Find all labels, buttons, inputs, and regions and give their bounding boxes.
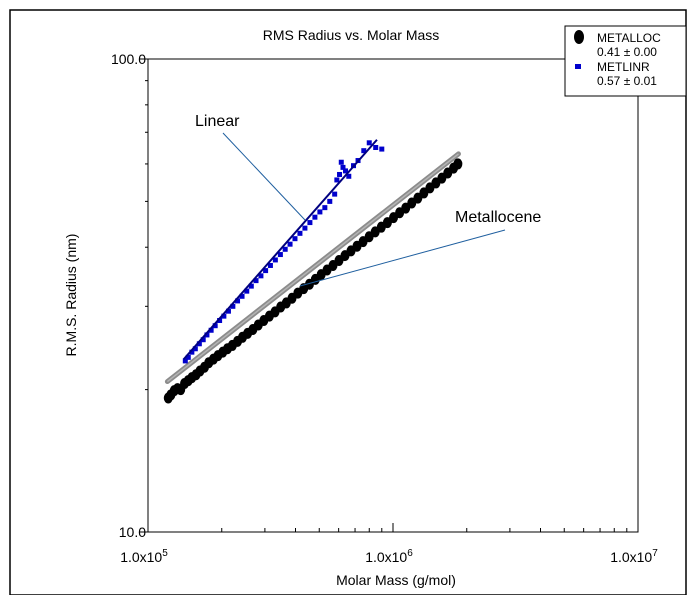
annotation-leader-line [299,229,506,287]
metlinr-point [192,346,198,352]
metlinr-point [337,171,343,177]
metlinr-point [297,230,303,236]
metlinr-point [287,241,293,247]
legend-name-metalloc: METALLOC [597,31,661,45]
metlinr-point [322,205,328,211]
metlinr-point [221,313,227,319]
metlinr-point [244,288,250,294]
fit-line-metalloc [166,153,459,383]
fit-line-metlinr [183,139,378,360]
legend-box [564,25,687,97]
legend-marker-metalloc [574,30,584,44]
metlinr-point [307,220,313,226]
y-axis-ticks: 10.0 100.0 [111,51,148,540]
metlinr-point [200,337,206,343]
y-axis-label: R.M.S. Radius (nm) [63,234,79,357]
metlinr-point [332,191,338,197]
metlinr-point [292,236,298,242]
metalloc-point [453,158,463,170]
metlinr-point [239,293,245,299]
metlinr-point [230,303,236,309]
metlinr-point [346,173,352,179]
metlinr-point [343,168,349,174]
metlinr-point [263,268,269,274]
x-tick-label: 1.0x105 [120,548,168,565]
legend-slope-metalloc: 0.41 ± 0.00 [597,45,657,59]
metlinr-point [379,146,385,152]
x-axis-label: Molar Mass (g/mol) [336,572,456,588]
y-tick-label: 100.0 [111,51,146,67]
metlinr-point [235,298,241,304]
figure-border [9,9,687,596]
annotation-label: Linear [195,113,240,130]
metlinr-point [272,257,278,263]
legend-name-metlinr: METLINR [597,60,650,74]
metlinr-point [208,327,214,333]
legend-slope-metlinr: 0.57 ± 0.01 [597,74,657,88]
metlinr-point [189,349,195,355]
metlinr-point [302,225,308,231]
metlinr-point [282,246,288,252]
y-tick-label: 10.0 [119,524,146,540]
metlinr-point [373,144,379,150]
metlinr-point [204,332,210,338]
metlinr-point [267,262,273,268]
metlinr-point [212,323,218,329]
metlinr-point [182,358,188,364]
annotation-layer: Linear Metallocene [195,113,541,287]
metlinr-point [361,148,367,154]
metlinr-point [334,177,340,183]
metlinr-point [185,354,191,360]
chart-title: RMS Radius vs. Molar Mass [263,27,440,43]
x-tick-label: 1.0x106 [365,548,413,565]
series-layer [163,139,463,404]
metlinr-point [366,140,372,146]
metlinr-point [338,159,344,165]
metlinr-point [317,209,323,215]
metlinr-point [196,341,202,347]
metlinr-point [258,273,264,279]
x-tick-label: 1.0x107 [610,548,658,565]
annotation-label: Metallocene [455,209,541,226]
metlinr-point [225,308,231,314]
legend: METALLOC 0.41 ± 0.00 METLINR 0.57 ± 0.01 [564,25,687,97]
legend-marker-metlinr [575,64,581,69]
annotation-leader-line [222,132,306,221]
metlinr-point [340,164,346,170]
metlinr-point [312,214,318,220]
metlinr-point [327,198,333,204]
metlinr-point [253,278,259,284]
x-axis-ticks: 1.0x105 1.0x106 1.0x107 [120,523,658,565]
metlinr-point [217,317,223,323]
metlinr-point [277,252,283,258]
metlinr-point [248,283,254,289]
